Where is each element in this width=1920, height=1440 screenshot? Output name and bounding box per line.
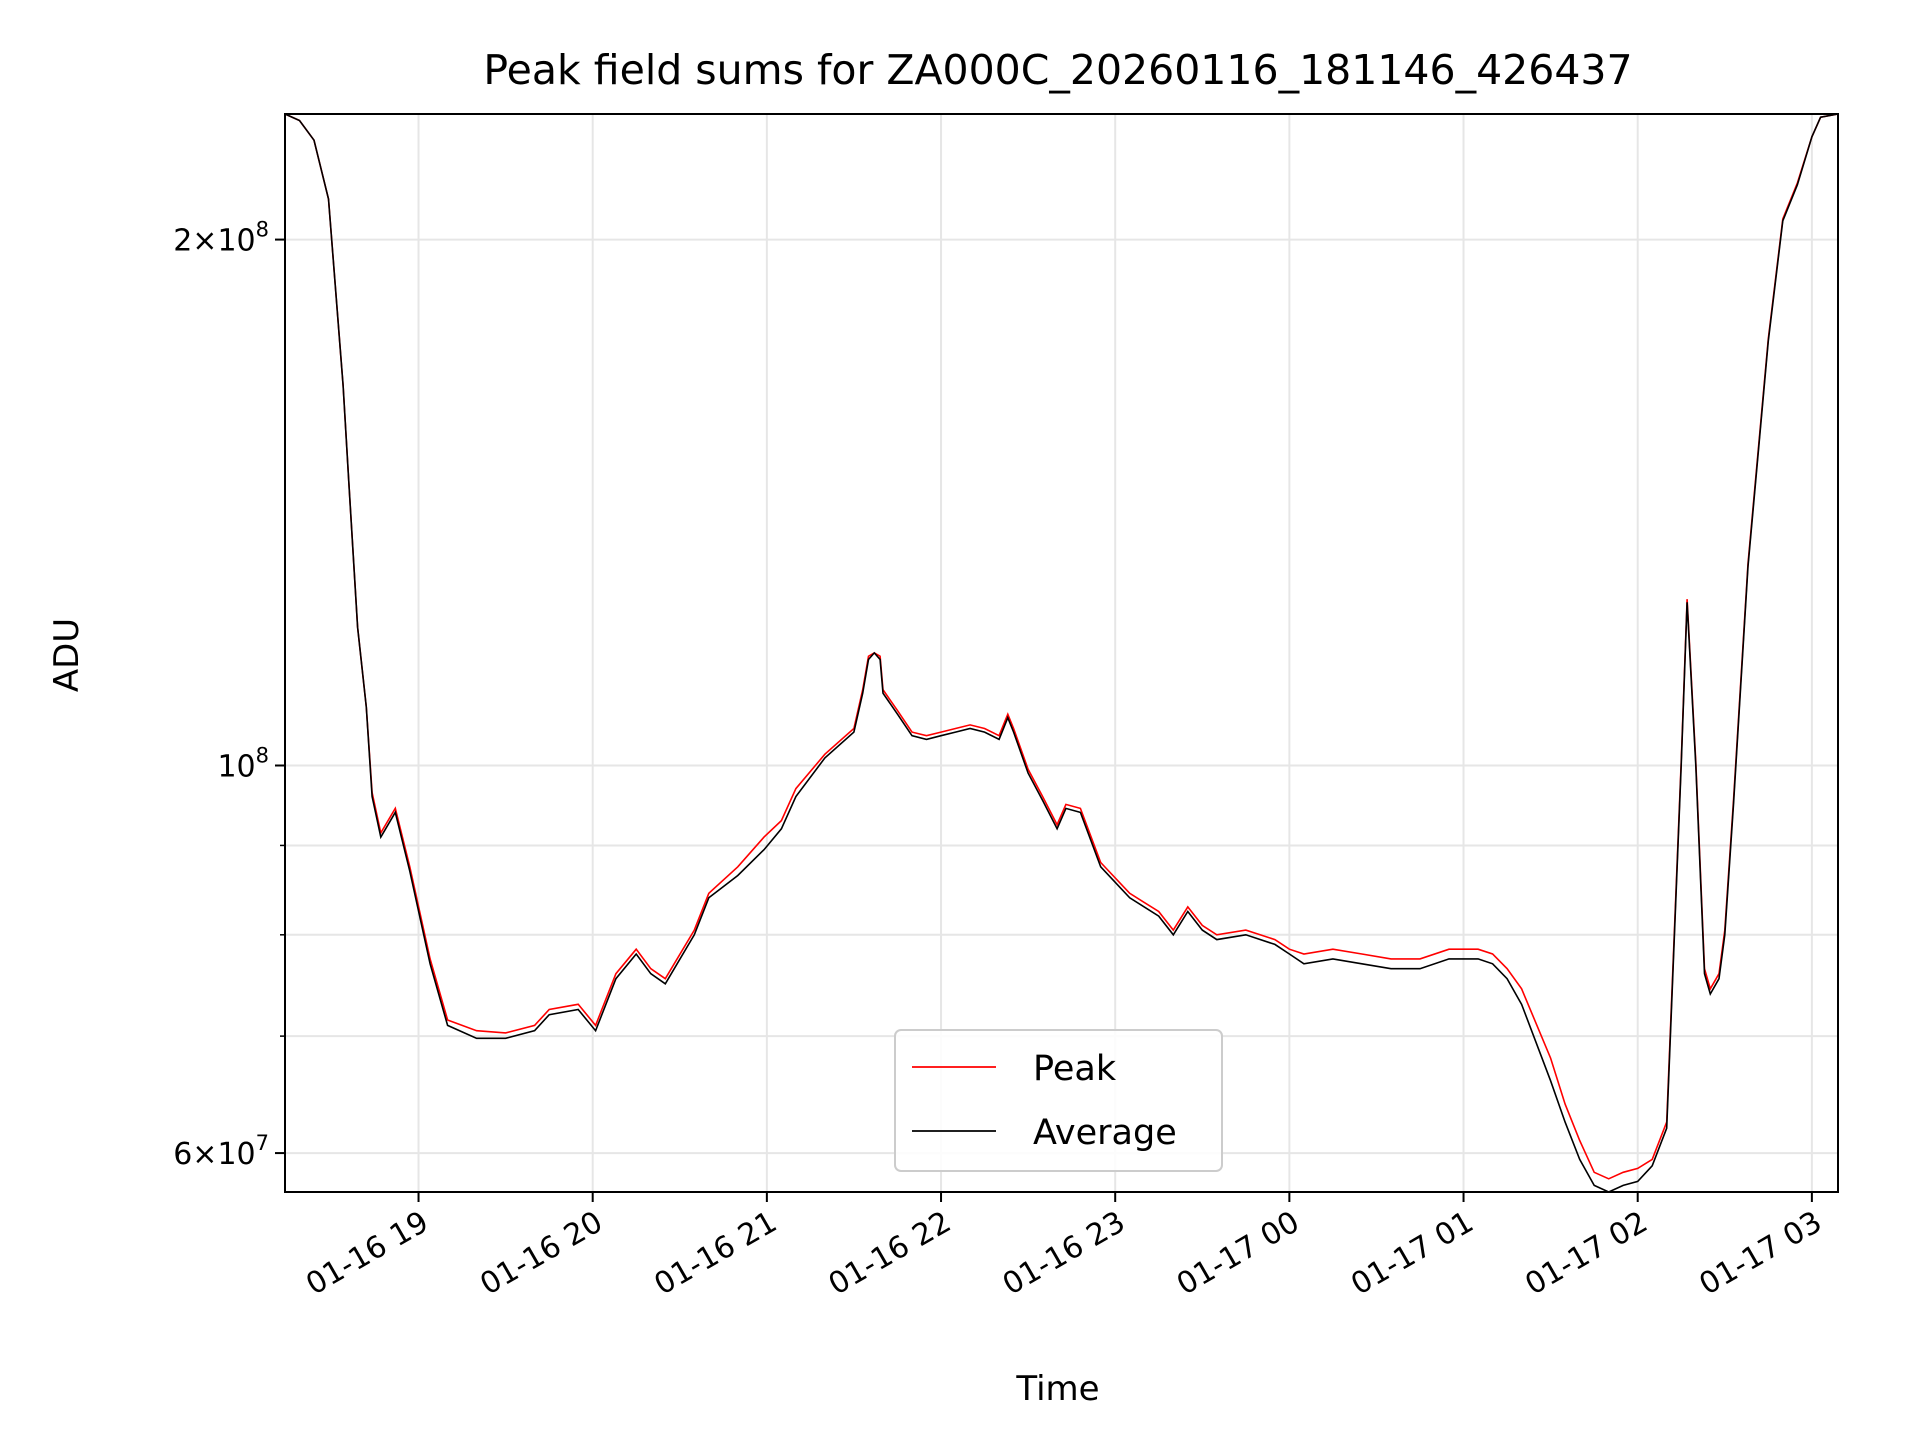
plot-frame (284, 113, 1839, 1193)
x-tick-label: 01-17 03 (1694, 1205, 1828, 1303)
y-axis-title: ADU (47, 618, 87, 692)
chart-title: Peak field sums for ZA000C_20260116_1811… (483, 46, 1632, 94)
x-tick-label: 01-16 19 (300, 1205, 434, 1303)
tick-marks (275, 238, 1813, 1202)
x-tick-label: 01-17 01 (1345, 1205, 1479, 1303)
x-tick-label: 01-16 22 (823, 1205, 957, 1303)
x-tick-label: 01-17 00 (1171, 1205, 1305, 1303)
y-tick-label-exponent: 8 (256, 218, 269, 242)
x-axis-title: Time (1015, 1369, 1099, 1409)
x-tick-label: 01-17 02 (1519, 1205, 1653, 1303)
legend-label-average: Average (1033, 1113, 1177, 1153)
legend-box (894, 1029, 1223, 1172)
y-tick-label-base: 10 (217, 749, 255, 784)
legend: Peak Average (894, 1029, 1223, 1172)
y-tick-label: 108 (217, 743, 269, 784)
y-tick-label-base: 6×10 (173, 1137, 255, 1172)
legend-label-peak: Peak (1033, 1049, 1117, 1089)
y-tick-label-exponent: 7 (256, 1131, 269, 1155)
y-tick-label-base: 2×10 (173, 224, 255, 259)
y-tick-label: 2×108 (173, 218, 269, 259)
x-tick-label: 01-16 20 (474, 1205, 608, 1303)
series-line-peak (284, 113, 1839, 1180)
series-line-average (284, 113, 1839, 1193)
y-tick-label-exponent: 8 (256, 743, 269, 767)
x-tick-label: 01-16 21 (649, 1205, 783, 1303)
x-tick-label: 01-16 23 (997, 1205, 1131, 1303)
series-layer (284, 113, 1839, 1193)
y-tick-label: 6×107 (173, 1131, 269, 1172)
